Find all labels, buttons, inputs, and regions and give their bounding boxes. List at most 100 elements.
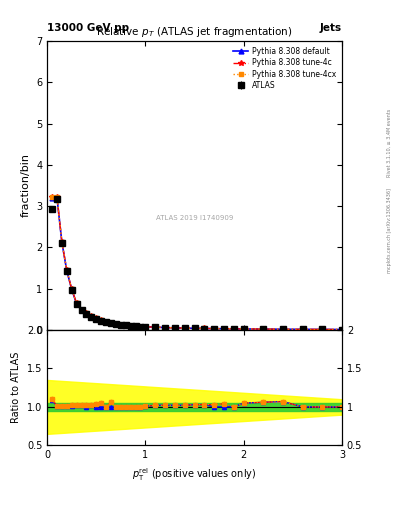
Pythia 8.308 tune-4cx <box>69 286 74 292</box>
Pythia 8.308 tune-4cx <box>143 324 148 330</box>
Line: Pythia 8.308 default: Pythia 8.308 default <box>50 196 344 332</box>
Pythia 8.308 default <box>320 326 325 332</box>
Pythia 8.308 tune-4c <box>340 327 344 333</box>
Pythia 8.308 tune-4cx <box>153 324 158 330</box>
Line: Pythia 8.308 tune-4c: Pythia 8.308 tune-4c <box>49 194 345 332</box>
Pythia 8.308 tune-4c <box>60 239 64 245</box>
Line: Pythia 8.308 tune-4cx: Pythia 8.308 tune-4cx <box>50 195 344 332</box>
Pythia 8.308 default <box>99 318 104 324</box>
Pythia 8.308 default <box>261 326 266 332</box>
Pythia 8.308 tune-4cx <box>182 325 187 331</box>
Pythia 8.308 default <box>119 322 123 328</box>
Pythia 8.308 tune-4cx <box>222 326 226 332</box>
Pythia 8.308 default <box>182 325 187 331</box>
Pythia 8.308 default <box>192 325 197 331</box>
Pythia 8.308 tune-4cx <box>261 326 266 332</box>
Pythia 8.308 tune-4cx <box>60 239 64 245</box>
Pythia 8.308 tune-4c <box>104 319 108 325</box>
Pythia 8.308 tune-4cx <box>108 320 114 326</box>
Pythia 8.308 tune-4c <box>281 326 285 332</box>
Text: Jets: Jets <box>320 23 342 33</box>
Pythia 8.308 default <box>60 239 64 245</box>
Pythia 8.308 tune-4c <box>55 195 59 201</box>
Pythia 8.308 default <box>133 323 138 329</box>
Pythia 8.308 tune-4cx <box>55 194 59 200</box>
Pythia 8.308 default <box>84 311 89 317</box>
Pythia 8.308 tune-4c <box>153 324 158 330</box>
Pythia 8.308 tune-4c <box>320 326 325 332</box>
Pythia 8.308 tune-4c <box>79 307 84 313</box>
Pythia 8.308 tune-4c <box>74 301 79 307</box>
Y-axis label: fraction/bin: fraction/bin <box>20 154 31 218</box>
Pythia 8.308 default <box>104 319 108 325</box>
Pythia 8.308 default <box>202 326 207 332</box>
Title: Relative $p_T$ (ATLAS jet fragmentation): Relative $p_T$ (ATLAS jet fragmentation) <box>96 26 293 39</box>
Pythia 8.308 tune-4c <box>119 322 123 328</box>
Pythia 8.308 default <box>231 326 236 332</box>
Pythia 8.308 tune-4cx <box>123 322 128 328</box>
Pythia 8.308 tune-4c <box>133 323 138 329</box>
Pythia 8.308 tune-4c <box>64 267 69 273</box>
Pythia 8.308 tune-4c <box>69 286 74 292</box>
Pythia 8.308 tune-4cx <box>84 310 89 316</box>
Pythia 8.308 tune-4c <box>261 326 266 332</box>
Pythia 8.308 default <box>55 195 59 201</box>
Pythia 8.308 tune-4c <box>138 324 143 330</box>
Pythia 8.308 tune-4c <box>108 320 114 326</box>
Pythia 8.308 tune-4cx <box>119 322 123 328</box>
Legend: Pythia 8.308 default, Pythia 8.308 tune-4c, Pythia 8.308 tune-4cx, ATLAS: Pythia 8.308 default, Pythia 8.308 tune-… <box>231 45 338 92</box>
Pythia 8.308 tune-4c <box>114 321 118 327</box>
Pythia 8.308 tune-4cx <box>138 324 143 330</box>
Pythia 8.308 tune-4cx <box>114 321 118 327</box>
Text: 13000 GeV pp: 13000 GeV pp <box>47 23 129 33</box>
Pythia 8.308 tune-4cx <box>192 325 197 331</box>
Pythia 8.308 default <box>79 307 84 313</box>
Pythia 8.308 default <box>94 316 99 322</box>
Pythia 8.308 default <box>114 321 118 327</box>
Pythia 8.308 tune-4cx <box>64 267 69 273</box>
Pythia 8.308 tune-4c <box>89 313 94 319</box>
Pythia 8.308 tune-4c <box>212 326 217 332</box>
Pythia 8.308 tune-4c <box>241 326 246 332</box>
Pythia 8.308 tune-4cx <box>50 194 54 200</box>
Pythia 8.308 default <box>300 326 305 332</box>
Pythia 8.308 default <box>163 325 167 331</box>
Pythia 8.308 tune-4c <box>123 322 128 328</box>
Pythia 8.308 default <box>241 326 246 332</box>
Pythia 8.308 default <box>64 268 69 274</box>
Pythia 8.308 tune-4cx <box>212 326 217 332</box>
Pythia 8.308 tune-4cx <box>99 317 104 324</box>
Pythia 8.308 tune-4cx <box>133 323 138 329</box>
Pythia 8.308 tune-4cx <box>241 326 246 332</box>
Pythia 8.308 tune-4cx <box>89 313 94 319</box>
Pythia 8.308 tune-4cx <box>320 326 325 332</box>
Pythia 8.308 tune-4c <box>94 315 99 322</box>
Pythia 8.308 tune-4c <box>300 326 305 332</box>
Pythia 8.308 tune-4c <box>50 194 54 200</box>
Pythia 8.308 default <box>143 324 148 330</box>
Pythia 8.308 tune-4cx <box>173 325 177 331</box>
Pythia 8.308 default <box>74 301 79 307</box>
Pythia 8.308 default <box>153 324 158 330</box>
Pythia 8.308 tune-4c <box>192 325 197 331</box>
Pythia 8.308 tune-4cx <box>74 301 79 307</box>
Pythia 8.308 default <box>138 324 143 330</box>
Pythia 8.308 tune-4c <box>182 325 187 331</box>
Pythia 8.308 default <box>340 327 344 333</box>
Pythia 8.308 default <box>173 325 177 331</box>
Pythia 8.308 tune-4c <box>163 325 167 331</box>
Pythia 8.308 default <box>69 286 74 292</box>
Pythia 8.308 tune-4c <box>202 326 207 332</box>
Pythia 8.308 default <box>89 313 94 319</box>
Pythia 8.308 tune-4cx <box>104 319 108 325</box>
Pythia 8.308 default <box>281 326 285 332</box>
Pythia 8.308 tune-4cx <box>129 323 133 329</box>
Pythia 8.308 tune-4c <box>231 326 236 332</box>
Pythia 8.308 default <box>108 320 114 326</box>
Pythia 8.308 tune-4c <box>99 317 104 324</box>
Pythia 8.308 default <box>123 322 128 328</box>
Pythia 8.308 tune-4cx <box>94 315 99 322</box>
Pythia 8.308 tune-4cx <box>281 326 285 332</box>
Pythia 8.308 default <box>222 326 226 332</box>
Pythia 8.308 tune-4cx <box>340 327 344 333</box>
